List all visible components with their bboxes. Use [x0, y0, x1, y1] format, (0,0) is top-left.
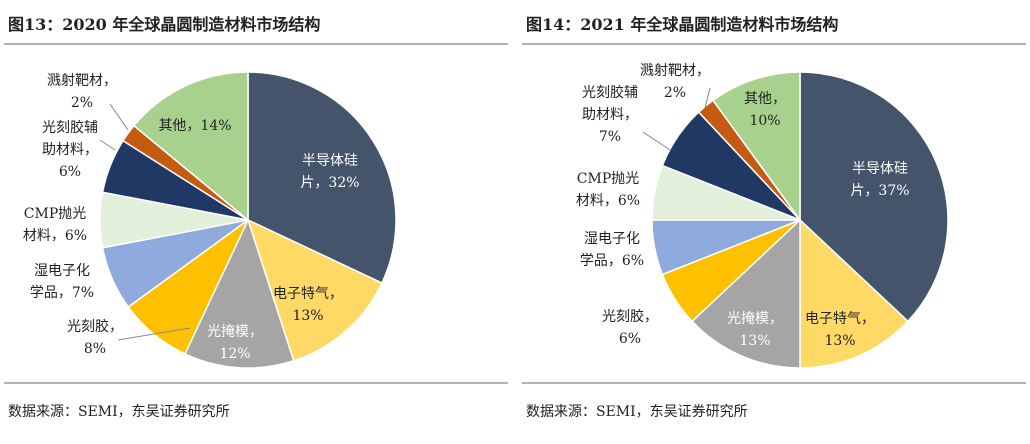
data-label: 光掩模， 12%: [207, 324, 263, 362]
pie-slice: [132, 71, 249, 222]
pie-slice: [183, 217, 295, 369]
data-label: 半导体硅片，32%: [300, 153, 359, 191]
data-label: 光刻胶， 8%: [67, 318, 123, 357]
source: 数据来源：SEMI，东吴证券研究所: [526, 404, 748, 420]
source: 数据来源：SEMI，东吴证券研究所: [8, 404, 230, 420]
data-label: 光刻胶辅助材料， 6%: [42, 119, 98, 180]
data-label: 湿电子化学品，7%: [30, 263, 94, 301]
data-label: 光刻胶， 6%: [602, 308, 658, 347]
data-label: 溅射靶材， 2%: [640, 63, 710, 101]
leader-line: [642, 131, 671, 151]
data-label: 其他， 10%: [744, 91, 786, 129]
data-label: 其他，14%: [158, 118, 231, 134]
pie-slice: [691, 218, 801, 369]
data-label: 半导体硅片，37%: [850, 161, 909, 199]
data-label: 电子特气， 13%: [805, 311, 875, 349]
pie-slice: [711, 71, 801, 223]
data-label: 光掩模， 13%: [727, 311, 783, 349]
pie-slice: [799, 71, 949, 323]
leader-line: [109, 103, 129, 131]
data-label: 溅射靶材， 2%: [47, 73, 117, 111]
chart-title: 图14：2021 年全球晶圆制造材料市场结构: [526, 15, 838, 34]
pie-slice: [799, 218, 909, 369]
data-label: CMP抛光材料，6%: [576, 171, 640, 209]
leader-line: [704, 87, 711, 109]
leader-line: [117, 327, 191, 341]
data-label: 电子特气， 13%: [273, 286, 343, 324]
pie-slice: [246, 218, 383, 362]
leader-line: [99, 139, 116, 151]
pie-slice: [247, 71, 397, 285]
data-label: CMP抛光材料，6%: [23, 206, 87, 244]
data-label: 湿电子化学品，6%: [580, 231, 644, 269]
data-label: 光刻胶辅助材料， 7%: [582, 84, 638, 145]
chart-title: 图13：2020 年全球晶圆制造材料市场结构: [8, 15, 320, 34]
